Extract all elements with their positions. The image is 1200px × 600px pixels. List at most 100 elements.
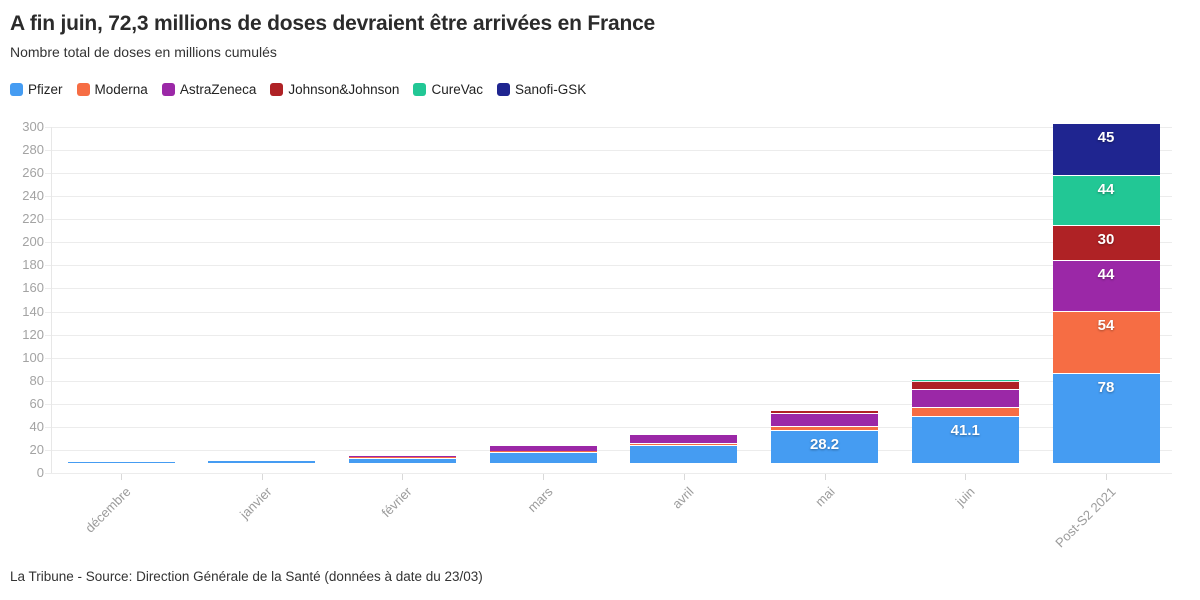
gridline [45, 173, 1172, 175]
gridline [45, 334, 1172, 336]
x-axis-tick [965, 474, 967, 480]
x-axis-tick-label: janvier [236, 484, 275, 522]
gridline [45, 288, 1172, 290]
x-axis-tick-label: juin [952, 484, 978, 509]
bar-segment-pfizer[interactable] [630, 445, 738, 463]
segment-value-label: 41.1 [950, 421, 980, 439]
legend-item-moderna: Moderna [76, 82, 148, 97]
y-axis-tick-label: 300 [22, 119, 44, 134]
bar-segment-pfizer[interactable]: 28.2 [771, 431, 879, 463]
bar-segment-johnson-johnson[interactable] [771, 411, 879, 413]
segment-value-label: 44 [1097, 180, 1115, 198]
x-axis-tick-label: mai [811, 484, 838, 510]
chart-subtitle: Nombre total de doses en millions cumulé… [10, 44, 277, 60]
bar-segment-pfizer[interactable] [67, 461, 175, 463]
legend-item-sanofi-gsk: Sanofi-GSK [496, 82, 587, 97]
y-axis-tick-label: 0 [36, 465, 44, 480]
gridline [45, 265, 1172, 267]
legend-item-astrazeneca: AstraZeneca [161, 82, 257, 97]
legend-label: Sanofi-GSK [514, 82, 587, 97]
y-axis-tick-label: 160 [22, 280, 44, 296]
bar-mars [489, 117, 597, 473]
y-axis-tick-label: 140 [22, 303, 44, 319]
bar-segment-moderna[interactable] [489, 451, 597, 453]
gridline [45, 219, 1172, 221]
x-axis-tick [402, 474, 404, 480]
segment-value-label: 44 [1097, 266, 1115, 284]
x-axis-tick-label: décembre [82, 484, 134, 536]
legend-swatch-icon [161, 83, 175, 96]
y-axis-line [51, 127, 52, 473]
gridline [45, 426, 1172, 428]
gridline [45, 127, 1172, 128]
y-axis-tick-label: 20 [29, 441, 44, 457]
bar-segment-astrazeneca[interactable] [630, 434, 738, 443]
bar-segment-pfizer[interactable] [489, 453, 597, 463]
bar-segment-moderna[interactable] [911, 408, 1019, 416]
bar-segment-pfizer[interactable] [208, 461, 316, 463]
gridline [45, 357, 1172, 359]
legend-label: Johnson&Johnson [288, 82, 400, 97]
y-axis-tick-label: 220 [22, 211, 44, 227]
source-attribution: La Tribune - Source: Direction Générale … [10, 569, 483, 584]
chart-legend: Pfizer Moderna AstraZeneca Johnson&Johnson C… [10, 82, 586, 97]
bar-segment-pfizer[interactable]: 41.1 [911, 416, 1019, 463]
x-axis-tick [261, 474, 263, 480]
bar-janvier [208, 117, 316, 473]
bar-segment-curevac[interactable] [911, 379, 1019, 381]
y-axis-tick-label: 280 [22, 142, 44, 158]
x-axis-tick [824, 474, 826, 480]
x-axis-tick [121, 474, 122, 480]
bar-segment-astrazeneca[interactable] [489, 445, 597, 451]
legend-item-curevac: CureVac [413, 82, 483, 97]
bar-segment-astrazeneca[interactable] [911, 390, 1019, 408]
gridline [45, 449, 1172, 451]
gridline [45, 196, 1172, 198]
bar-segment-astrazeneca[interactable]: 44 [1052, 261, 1160, 311]
segment-value-label: 28.2 [809, 436, 840, 454]
chart-title: A fin juin, 72,3 millions de doses devra… [10, 12, 656, 35]
bar-segment-johnson-johnson[interactable] [911, 381, 1019, 390]
x-axis-tick-label: Post-S2 2021 [1052, 484, 1119, 551]
y-axis-tick-label: 240 [22, 188, 44, 204]
legend-label: AstraZeneca [179, 82, 257, 97]
y-axis-tick-label: 180 [22, 257, 44, 273]
bar-segment-moderna[interactable]: 54 [1052, 311, 1160, 374]
bar-mai: 28.2 [771, 117, 879, 473]
bar-segment-curevac[interactable]: 44 [1052, 175, 1160, 226]
x-axis-tick [543, 474, 545, 480]
y-axis-tick-label: 100 [22, 349, 44, 365]
legend-item-johnson-johnson: Johnson&Johnson [270, 82, 399, 97]
x-axis-tick-label: février [378, 484, 416, 521]
bar-f-vrier [348, 117, 456, 473]
legend-label: Moderna [94, 82, 148, 97]
x-axis-tick-label: avril [668, 484, 697, 512]
bar-avril [630, 117, 738, 473]
y-axis-tick-label: 60 [29, 395, 44, 411]
gridline [45, 242, 1172, 244]
legend-swatch-icon [76, 83, 90, 96]
legend-swatch-icon [10, 83, 23, 96]
legend-label: CureVac [431, 82, 483, 97]
bar-segment-johnson-johnson[interactable]: 30 [1052, 226, 1160, 261]
bar-segment-sanofi-gsk[interactable]: 45 [1052, 123, 1160, 175]
gridline [45, 473, 1172, 474]
gridline [45, 403, 1172, 405]
x-axis-tick [1106, 474, 1107, 480]
legend-label: Pfizer [28, 82, 63, 97]
legend-swatch-icon [270, 83, 284, 96]
legend-item-pfizer: Pfizer [10, 82, 63, 97]
legend-swatch-icon [413, 83, 427, 96]
bar-segment-pfizer[interactable] [348, 458, 456, 463]
bar-segment-moderna[interactable] [771, 426, 879, 431]
gridline [45, 311, 1172, 313]
bar-segment-astrazeneca[interactable] [771, 413, 879, 426]
y-axis-tick-label: 260 [22, 165, 44, 181]
segment-value-label: 30 [1097, 231, 1115, 249]
bar-segment-pfizer[interactable]: 78 [1052, 374, 1160, 463]
bar-segment-moderna[interactable] [630, 443, 738, 445]
y-axis-tick-label: 40 [29, 418, 44, 434]
bar-segment-astrazeneca[interactable] [348, 455, 456, 458]
gridline [45, 150, 1172, 152]
